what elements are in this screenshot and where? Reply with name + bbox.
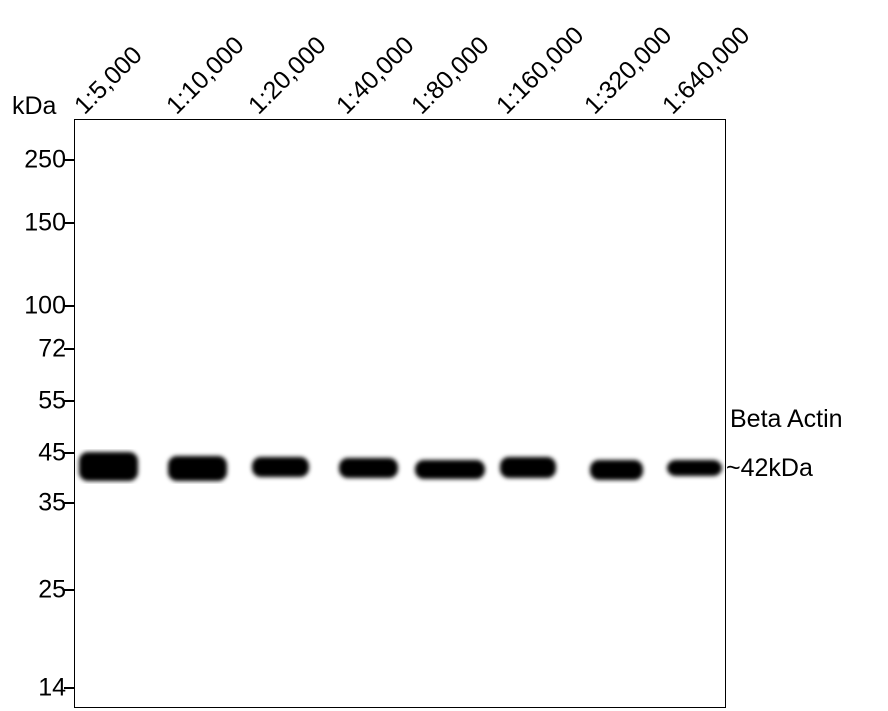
marker-tick	[64, 305, 74, 307]
marker-label: 150	[24, 208, 66, 237]
marker-label: 14	[38, 673, 66, 702]
band	[500, 457, 556, 478]
marker-label: 35	[38, 488, 66, 517]
marker-tick	[64, 502, 74, 504]
target-label: Beta Actin	[730, 405, 843, 433]
band	[667, 460, 722, 476]
marker-tick	[64, 159, 74, 161]
marker-label: 25	[38, 575, 66, 604]
marker-label: 55	[38, 386, 66, 415]
size-label: ~42kDa	[726, 454, 813, 482]
marker-label: 250	[24, 145, 66, 174]
unit-label: kDa	[12, 92, 57, 120]
marker-tick	[64, 687, 74, 689]
marker-label: 72	[38, 334, 66, 363]
band	[168, 456, 227, 481]
marker-label: 45	[38, 438, 66, 467]
marker-tick	[64, 222, 74, 224]
band	[590, 460, 643, 480]
blot-membrane	[74, 119, 726, 708]
marker-tick	[64, 452, 74, 454]
band	[252, 457, 309, 477]
band	[415, 460, 485, 479]
band	[339, 458, 398, 478]
marker-tick	[64, 589, 74, 591]
marker-tick	[64, 348, 74, 350]
band	[79, 452, 138, 481]
marker-label: 100	[24, 291, 66, 320]
marker-tick	[64, 400, 74, 402]
